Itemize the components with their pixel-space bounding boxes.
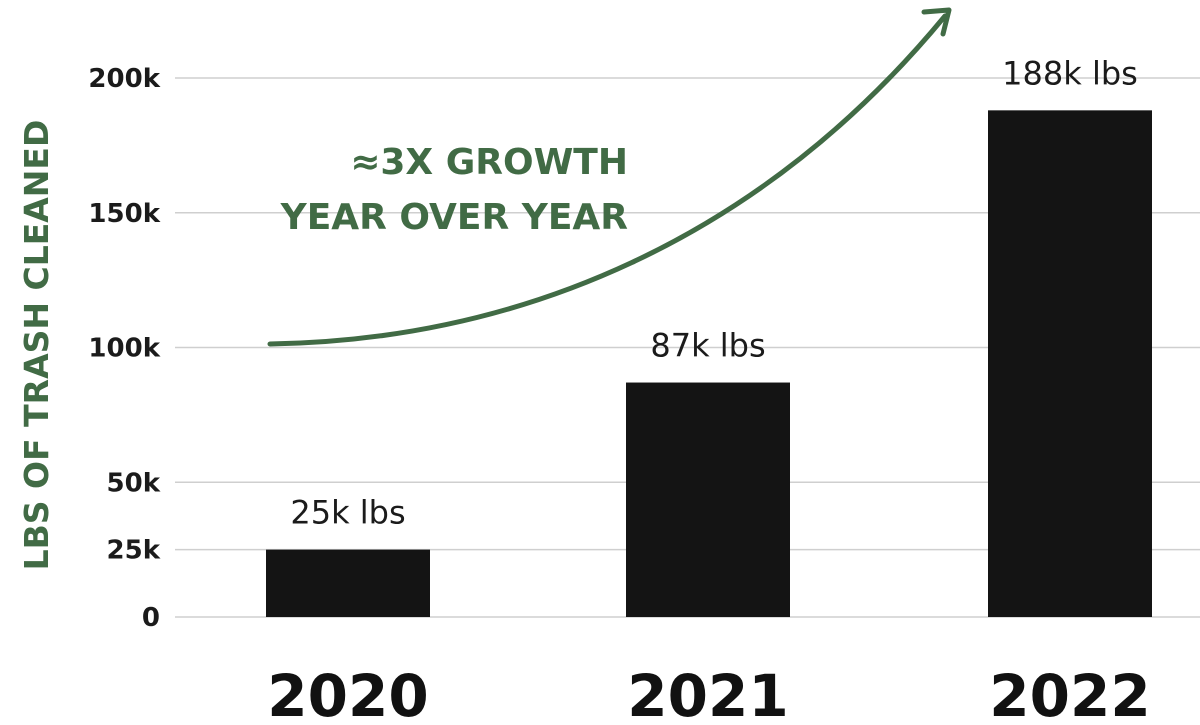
x-category-label: 2020 xyxy=(267,662,428,725)
bar-2020 xyxy=(266,549,430,617)
data-label: 188k lbs xyxy=(1002,54,1138,92)
x-category-label: 2021 xyxy=(627,662,788,725)
annotation-line-1: ≈3X GROWTH xyxy=(350,142,628,183)
y-tick-label: 100k xyxy=(88,334,160,364)
y-tick-label: 150k xyxy=(88,199,160,229)
y-axis-ticks: 0 25k 50k 100k 150k 200k xyxy=(88,64,160,633)
x-axis-categories: 2020 2021 2022 xyxy=(267,662,1150,725)
y-tick-label: 50k xyxy=(107,468,161,498)
arrow-up-right-icon xyxy=(267,13,948,347)
bars xyxy=(266,110,1152,617)
y-axis-label: LBS OF TRASH CLEANED xyxy=(17,120,56,571)
arrow-head-icon xyxy=(921,7,952,37)
data-label: 25k lbs xyxy=(290,494,405,532)
bar-2021 xyxy=(626,382,790,617)
bar-2022 xyxy=(988,110,1152,617)
x-category-label: 2022 xyxy=(989,662,1150,725)
data-label: 87k lbs xyxy=(650,327,765,365)
y-tick-label: 0 xyxy=(142,603,160,633)
y-tick-label: 25k xyxy=(107,536,161,566)
annotation-line-2: YEAR OVER YEAR xyxy=(280,197,628,238)
y-tick-label: 200k xyxy=(88,64,160,94)
data-labels: 25k lbs 87k lbs 188k lbs xyxy=(290,54,1137,531)
